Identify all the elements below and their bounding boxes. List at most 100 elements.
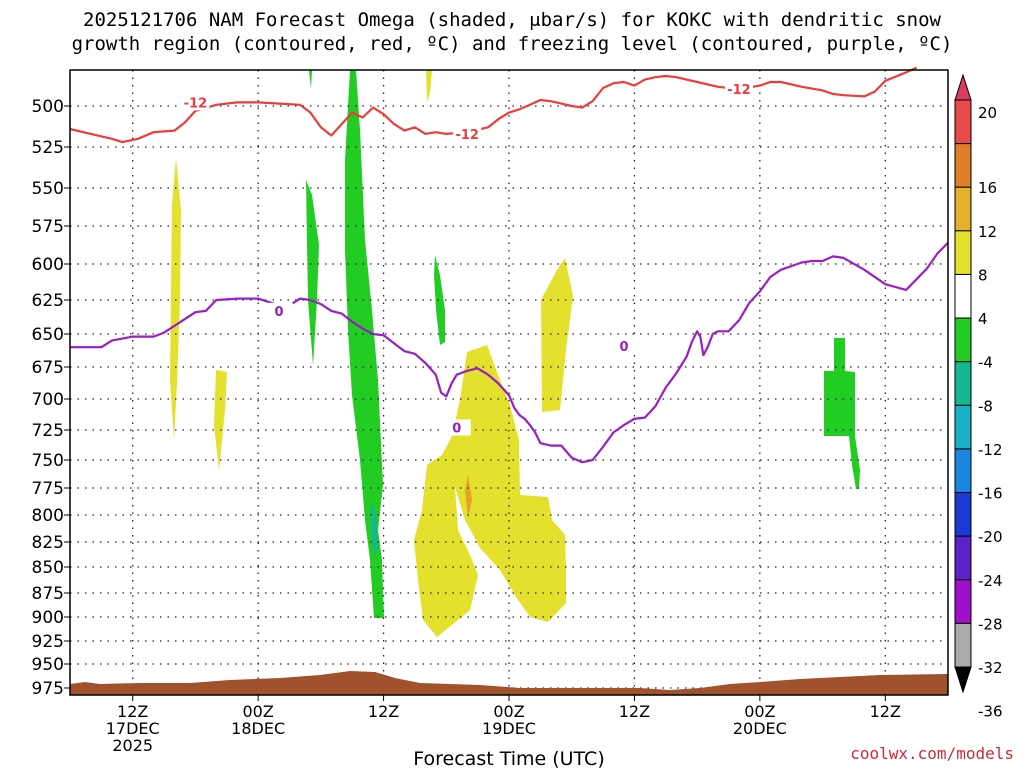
terrain bbox=[70, 671, 948, 695]
freezing-level-contour-label: 0 bbox=[452, 422, 461, 437]
y-tick-label: 700 bbox=[32, 390, 64, 410]
colorbar-label: -16 bbox=[978, 485, 1003, 503]
colorbar-label: -12 bbox=[978, 441, 1003, 459]
colorbar-swatch bbox=[954, 361, 972, 406]
colorbar-label: 4 bbox=[978, 310, 988, 328]
contour-label-background bbox=[609, 337, 638, 354]
colorbar-label: 12 bbox=[978, 223, 997, 241]
y-tick-label: 725 bbox=[32, 421, 64, 441]
contour-label-background bbox=[181, 94, 210, 111]
x-tick-label: 12Z bbox=[368, 702, 399, 721]
freezing-level-contour-line bbox=[70, 241, 949, 464]
contour-label-background bbox=[442, 419, 471, 436]
y-tick-label: 650 bbox=[32, 325, 64, 345]
omega-green-region bbox=[824, 338, 860, 489]
omega-yellow-region bbox=[170, 158, 181, 440]
y-tick-label: 550 bbox=[32, 179, 64, 199]
y-tick-label: 775 bbox=[32, 479, 64, 499]
y-tick-label: 875 bbox=[32, 584, 64, 604]
snow-growth-contour-label: -12 bbox=[184, 96, 208, 111]
colorbar-label: -28 bbox=[978, 615, 1003, 633]
omega-yellow-region bbox=[541, 258, 573, 412]
contour-label-background bbox=[453, 125, 482, 142]
colorbar-swatch bbox=[954, 492, 972, 537]
colorbar-swatch bbox=[954, 317, 972, 363]
omega-green-region bbox=[306, 180, 319, 365]
y-tick-label: 575 bbox=[32, 217, 64, 237]
x-tick-label: 2025 bbox=[112, 736, 153, 755]
colorbar-bottom-arrow bbox=[954, 666, 972, 694]
y-tick-label: 825 bbox=[32, 533, 64, 553]
y-axis: 500 525 550 575 600 625 650 675 700 725 750 775 800 8… bbox=[32, 97, 70, 699]
omega-teal-region bbox=[371, 500, 378, 555]
colorbar-label: -24 bbox=[978, 572, 1003, 590]
contours: -12 -12 -12 0 0 0 bbox=[69, 66, 949, 464]
x-axis-title: Forecast Time (UTC) bbox=[413, 748, 604, 768]
colorbar-label: -36 bbox=[978, 703, 1003, 721]
omega-yellow-region bbox=[414, 345, 566, 637]
y-tick-label: 800 bbox=[32, 506, 64, 526]
y-tick-label: 500 bbox=[32, 97, 64, 117]
omega-green-region bbox=[434, 255, 445, 345]
y-tick-label: 975 bbox=[32, 679, 64, 699]
colorbar-swatch bbox=[954, 186, 972, 232]
credit-text[interactable]: coolwx.com/models bbox=[850, 744, 1014, 763]
y-tick-label: 900 bbox=[32, 608, 64, 628]
y-tick-label: 600 bbox=[32, 255, 64, 275]
snow-growth-contour-label: -12 bbox=[455, 128, 479, 143]
colorbar-swatch bbox=[954, 143, 972, 188]
snow-growth-contour-line bbox=[69, 66, 918, 144]
x-tick-label: 18DEC bbox=[231, 719, 285, 738]
colorbar: 20 16 12 8 4 -4 -8 -12 -16 -20 -24 -28 -32 -36 bbox=[954, 73, 1003, 721]
x-tick-label: 00Z bbox=[242, 702, 273, 721]
y-tick-label: 525 bbox=[32, 138, 64, 158]
omega-green-region bbox=[309, 70, 312, 89]
colorbar-swatch bbox=[954, 535, 972, 581]
freezing-level-contour-label: 0 bbox=[275, 305, 284, 320]
colorbar-label: -4 bbox=[978, 354, 993, 372]
x-tick-label: 12Z bbox=[870, 702, 901, 721]
x-tick-label: 19DEC bbox=[482, 719, 536, 738]
colorbar-swatch bbox=[954, 404, 972, 450]
omega-shading bbox=[170, 70, 860, 637]
colorbar-label: -20 bbox=[978, 528, 1003, 546]
terrain-fill bbox=[70, 671, 948, 695]
colorbar-label: 16 bbox=[978, 179, 997, 197]
chart-title-line1: 2025121706 NAM Forecast Omega (shaded, μ… bbox=[83, 9, 941, 31]
y-tick-label: 950 bbox=[32, 655, 64, 675]
x-tick-label: 20DEC bbox=[733, 719, 787, 738]
colorbar-swatch bbox=[954, 273, 972, 319]
snow-growth-contour-label: -12 bbox=[727, 83, 751, 98]
colorbar-label: 20 bbox=[978, 104, 997, 122]
colorbar-top-arrow bbox=[954, 73, 972, 101]
y-tick-label: 675 bbox=[32, 358, 64, 378]
colorbar-swatch bbox=[954, 579, 972, 624]
plot-area bbox=[70, 70, 948, 695]
x-tick-label: 00Z bbox=[744, 702, 775, 721]
omega-yellow-region bbox=[214, 370, 227, 470]
freezing-level-contour-label: 0 bbox=[619, 340, 628, 355]
contour-label-background bbox=[724, 81, 753, 98]
colorbar-swatch bbox=[954, 622, 972, 668]
x-tick-label: 12Z bbox=[117, 702, 148, 721]
x-tick-label: 00Z bbox=[493, 702, 524, 721]
omega-green-region bbox=[345, 70, 384, 618]
x-tick-label: 17DEC bbox=[106, 719, 160, 738]
omega-orange-region bbox=[465, 475, 472, 518]
colorbar-swatch bbox=[954, 448, 972, 494]
colorbar-label: -32 bbox=[978, 659, 1003, 677]
colorbar-label: 8 bbox=[978, 267, 988, 285]
colorbar-swatch bbox=[954, 99, 972, 145]
omega-yellow-region bbox=[426, 70, 432, 102]
x-tick-label: 12Z bbox=[619, 702, 650, 721]
y-tick-label: 850 bbox=[32, 558, 64, 578]
y-tick-label: 925 bbox=[32, 632, 64, 652]
colorbar-label: -8 bbox=[978, 397, 993, 415]
colorbar-swatch bbox=[954, 230, 972, 275]
y-tick-label: 750 bbox=[32, 451, 64, 471]
contour-label-background bbox=[265, 302, 294, 319]
chart-title-line2: growth region (contoured, red, ºC) and f… bbox=[72, 33, 953, 55]
y-tick-label: 625 bbox=[32, 291, 64, 311]
